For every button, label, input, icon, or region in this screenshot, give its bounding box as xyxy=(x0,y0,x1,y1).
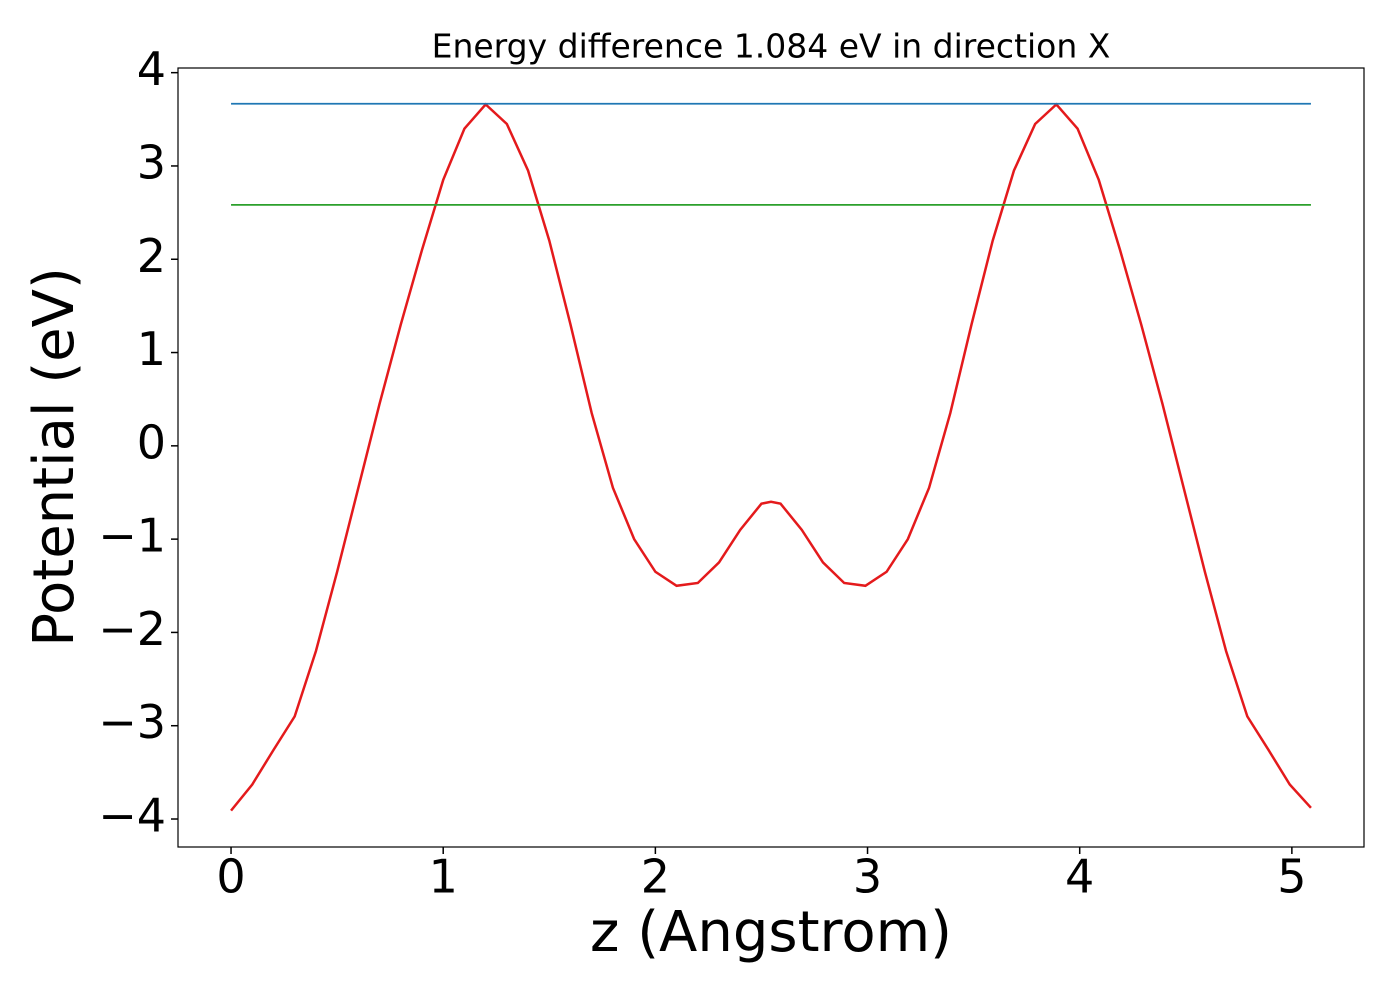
y-tick-label: 1 xyxy=(137,322,166,376)
y-tick-label: −3 xyxy=(98,695,166,749)
x-tick-label: 1 xyxy=(429,850,458,904)
y-tick-label: −1 xyxy=(98,509,166,563)
y-tick-label: 2 xyxy=(137,229,166,283)
plot-frame xyxy=(177,67,1365,848)
x-tick-label: 5 xyxy=(1277,850,1306,904)
y-tick-label: −2 xyxy=(98,602,166,656)
x-tick-label: 2 xyxy=(641,850,670,904)
y-tick-label: 0 xyxy=(137,415,166,469)
y-tick-label: 4 xyxy=(137,42,166,96)
x-tick-label: 3 xyxy=(853,850,882,904)
chart-title: Energy difference 1.084 eV in direction … xyxy=(432,27,1111,66)
y-axis-label: Potential (eV) xyxy=(22,267,87,647)
y-tick-label: 3 xyxy=(137,135,166,189)
x-tick-label: 0 xyxy=(216,850,245,904)
x-axis-label: z (Angstrom) xyxy=(590,900,952,965)
x-tick-label: 4 xyxy=(1065,850,1094,904)
series-line xyxy=(230,102,1312,812)
y-tick-label: −4 xyxy=(98,789,166,843)
